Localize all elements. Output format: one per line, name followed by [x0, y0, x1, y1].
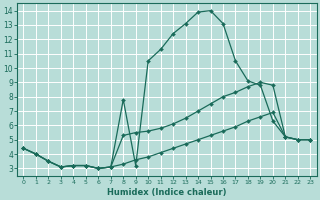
X-axis label: Humidex (Indice chaleur): Humidex (Indice chaleur) [107, 188, 227, 197]
